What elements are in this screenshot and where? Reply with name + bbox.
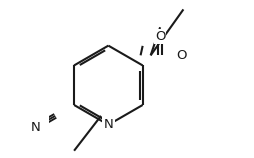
- Text: N: N: [31, 121, 41, 134]
- Text: N: N: [103, 118, 113, 131]
- Text: O: O: [176, 49, 187, 62]
- Text: O: O: [155, 30, 165, 43]
